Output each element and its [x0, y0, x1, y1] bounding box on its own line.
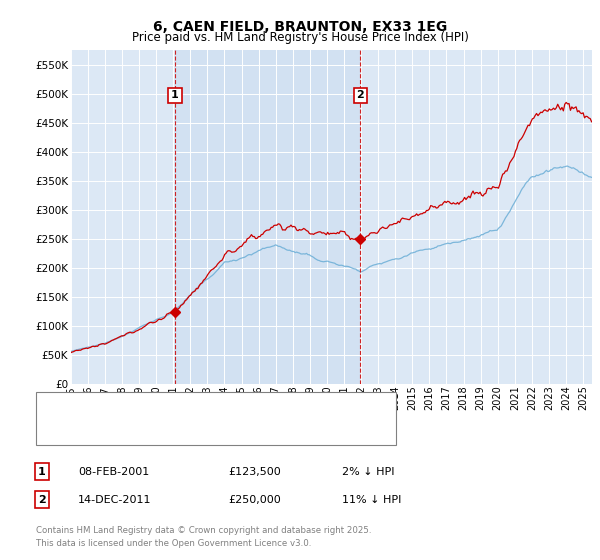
- Text: This data is licensed under the Open Government Licence v3.0.: This data is licensed under the Open Gov…: [36, 539, 311, 548]
- Text: HPI: Average price, detached house, North Devon: HPI: Average price, detached house, Nort…: [81, 427, 340, 437]
- Text: £123,500: £123,500: [228, 466, 281, 477]
- Text: ——: ——: [48, 426, 73, 438]
- Text: £250,000: £250,000: [228, 494, 281, 505]
- Text: 6, CAEN FIELD, BRAUNTON, EX33 1EG: 6, CAEN FIELD, BRAUNTON, EX33 1EG: [153, 20, 447, 34]
- Text: Contains HM Land Registry data © Crown copyright and database right 2025.: Contains HM Land Registry data © Crown c…: [36, 526, 371, 535]
- Text: ——: ——: [48, 400, 73, 413]
- Text: 6, CAEN FIELD, BRAUNTON, EX33 1EG (detached house): 6, CAEN FIELD, BRAUNTON, EX33 1EG (detac…: [81, 402, 373, 412]
- Text: 1: 1: [38, 466, 46, 477]
- Text: 14-DEC-2011: 14-DEC-2011: [78, 494, 151, 505]
- Text: 2: 2: [356, 90, 364, 100]
- Text: 2: 2: [38, 494, 46, 505]
- Bar: [175, 50, 360, 384]
- Text: 11% ↓ HPI: 11% ↓ HPI: [342, 494, 401, 505]
- Text: 2% ↓ HPI: 2% ↓ HPI: [342, 466, 395, 477]
- Text: 1: 1: [171, 90, 179, 100]
- Text: Price paid vs. HM Land Registry's House Price Index (HPI): Price paid vs. HM Land Registry's House …: [131, 31, 469, 44]
- Text: 08-FEB-2001: 08-FEB-2001: [78, 466, 149, 477]
